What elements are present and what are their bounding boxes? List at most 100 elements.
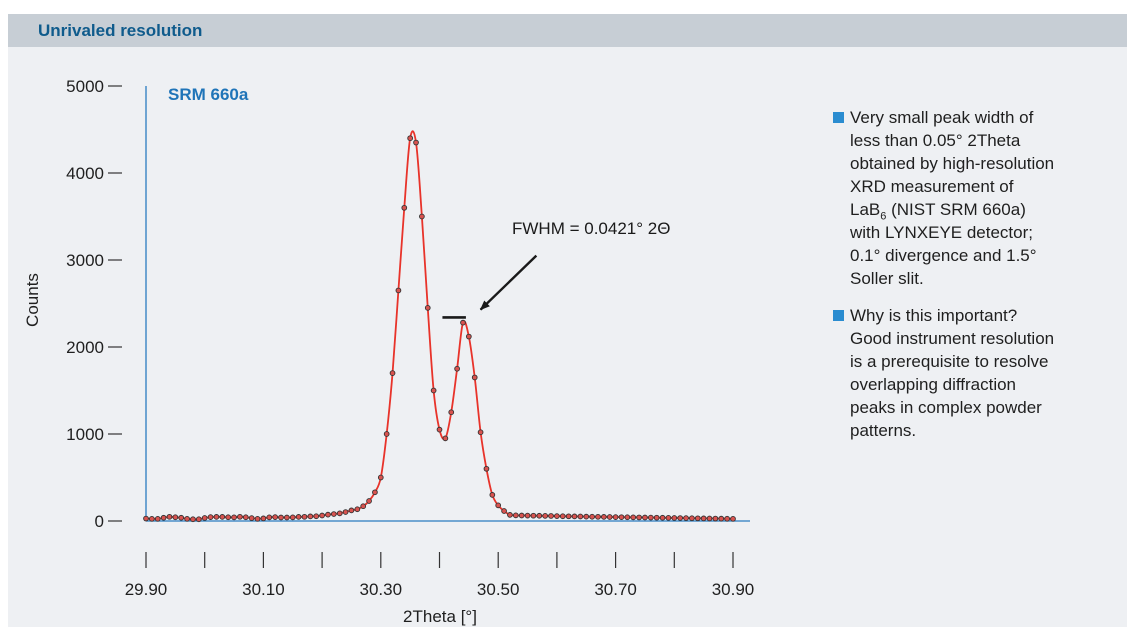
data-point — [401, 204, 408, 211]
data-point — [483, 465, 490, 472]
data-point — [272, 514, 278, 520]
data-point — [319, 512, 325, 519]
data-point — [313, 513, 320, 520]
data-point — [342, 509, 349, 515]
data-point — [383, 431, 390, 437]
data-point — [160, 514, 167, 521]
data-point — [330, 511, 337, 517]
data-point — [471, 374, 478, 381]
x-tick-label: 30.50 — [477, 580, 520, 599]
data-point — [689, 515, 695, 522]
data-point — [718, 515, 725, 522]
data-point — [554, 513, 560, 519]
data-point — [507, 512, 513, 518]
data-point — [219, 514, 226, 520]
data-point — [201, 515, 208, 521]
data-point — [442, 435, 449, 442]
formula-subscript: 6 — [880, 210, 887, 223]
data-point — [530, 512, 537, 519]
note-text: Very small peak width of less than 0.05°… — [850, 108, 1055, 196]
data-point — [524, 512, 531, 519]
data-point — [242, 514, 249, 521]
section-header: Unrivaled resolution — [8, 14, 1127, 47]
data-point — [207, 514, 214, 520]
data-point — [518, 512, 525, 519]
data-point — [377, 474, 384, 481]
data-point — [512, 512, 519, 519]
x-tick-label: 30.70 — [594, 580, 637, 599]
data-point — [636, 514, 642, 521]
note-text-continued: (NIST SRM 660a) with LYNXEYE detector; 0… — [850, 200, 1037, 288]
data-point — [454, 365, 460, 372]
data-point — [612, 514, 619, 520]
data-point — [237, 513, 243, 520]
data-point — [260, 515, 267, 522]
bullet-square-icon — [833, 310, 844, 321]
y-tick-label: 2000 — [66, 338, 104, 357]
data-point — [618, 514, 625, 521]
data-point — [712, 515, 719, 522]
chart-title: SRM 660a — [168, 85, 249, 104]
data-point — [178, 514, 185, 521]
data-point — [348, 507, 355, 514]
data-point — [536, 512, 543, 519]
section-title: Unrivaled resolution — [38, 21, 203, 40]
data-point — [143, 515, 149, 522]
data-point — [184, 515, 190, 522]
data-point — [195, 516, 202, 523]
data-point — [149, 515, 155, 522]
data-point — [460, 319, 466, 326]
y-tick-label: 3000 — [66, 251, 104, 270]
data-point — [677, 515, 684, 521]
data-point — [548, 513, 554, 519]
data-point — [413, 139, 419, 146]
data-point — [501, 508, 507, 514]
data-point — [278, 514, 284, 521]
data-point — [366, 498, 372, 504]
data-point — [430, 387, 437, 394]
bullet-square-icon — [833, 112, 844, 123]
x-axis-label: 2Theta [°] — [403, 607, 477, 626]
fwhm-annotation: FWHM = 0.0421° 2Θ — [512, 219, 670, 238]
data-point — [583, 513, 590, 520]
data-point — [559, 513, 566, 520]
data-point — [389, 370, 396, 376]
data-point — [589, 513, 595, 520]
data-point — [424, 305, 431, 311]
data-point — [154, 515, 161, 522]
x-tick-label: 29.90 — [125, 580, 168, 599]
data-point — [466, 333, 472, 340]
data-point — [495, 502, 502, 509]
data-point — [289, 514, 296, 521]
data-point — [225, 514, 232, 521]
y-tick-label: 4000 — [66, 164, 104, 183]
data-point — [190, 516, 196, 523]
data-point — [395, 287, 402, 294]
x-tick-label: 30.90 — [712, 580, 755, 599]
data-point — [647, 514, 654, 521]
data-point — [266, 514, 273, 521]
note-item: Why is this important? Good instrument r… — [833, 304, 1127, 442]
data-point — [671, 515, 678, 521]
data-point — [595, 513, 601, 520]
data-point — [577, 513, 584, 520]
data-point — [542, 513, 549, 519]
data-point — [307, 513, 314, 520]
data-point — [665, 515, 672, 521]
data-point — [606, 514, 613, 520]
note-item: Very small peak width of less than 0.05°… — [833, 106, 1127, 290]
y-axis-label: Counts — [23, 273, 42, 327]
fwhm-arrow — [479, 254, 538, 311]
data-point — [231, 514, 237, 521]
data-point — [659, 514, 666, 521]
data-point — [489, 492, 496, 498]
data-point — [172, 514, 179, 521]
data-point — [448, 409, 455, 416]
data-point — [630, 514, 637, 521]
data-series — [143, 130, 736, 523]
data-point — [694, 515, 701, 522]
note-text: Why is this important? Good instrument r… — [850, 306, 1055, 440]
annotations — [442, 254, 538, 319]
x-tick-label: 30.30 — [360, 580, 403, 599]
y-tick-label: 1000 — [66, 425, 104, 444]
